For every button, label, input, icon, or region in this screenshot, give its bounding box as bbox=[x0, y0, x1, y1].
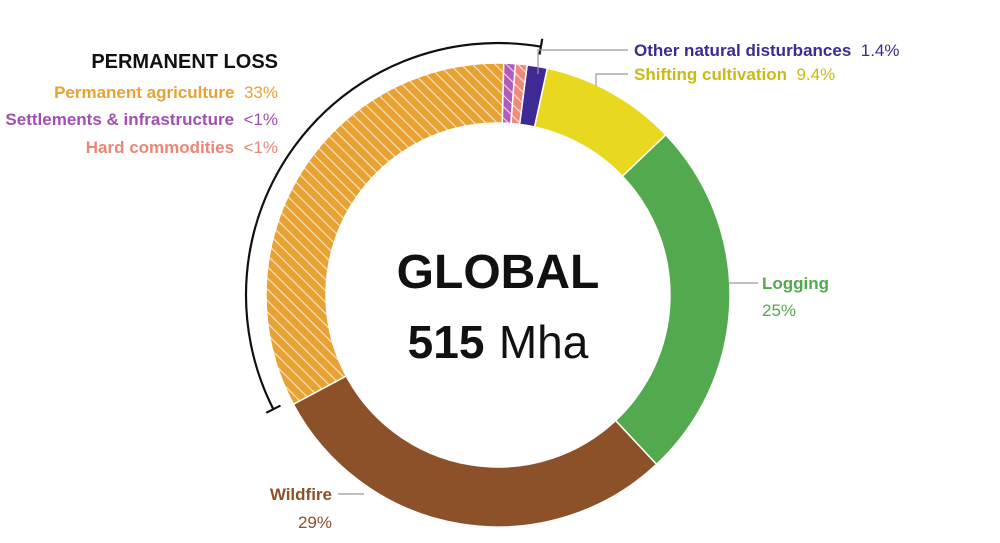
slice-label-other-natural-disturbances: Other natural disturbances bbox=[634, 41, 851, 60]
slice-label-settlements-infrastructure: Settlements & infrastructure bbox=[5, 110, 234, 129]
slice-hatch-hard-commodities bbox=[510, 63, 528, 125]
center-total-value: 515 bbox=[408, 316, 485, 368]
legend-other-natural-disturbances: Other natural disturbances 1.4% bbox=[634, 41, 899, 60]
slice-label-hard-commodities: Hard commodities bbox=[86, 138, 234, 157]
center-title: GLOBAL bbox=[397, 246, 600, 299]
slice-logging bbox=[614, 133, 731, 466]
center-total-unit: Mha bbox=[499, 316, 589, 368]
slice-label-wildfire: Wildfire bbox=[270, 485, 332, 504]
leader-line-other-natural bbox=[537, 49, 628, 74]
permanent-loss-bracket-start-tick bbox=[265, 404, 281, 414]
slice-label-logging: Logging bbox=[762, 274, 829, 293]
slice-value-other-natural-disturbances: 1.4% bbox=[861, 41, 900, 60]
slice-label-shifting-cultivation: Shifting cultivation bbox=[634, 65, 787, 84]
permanent-loss-bracket bbox=[244, 41, 542, 410]
slice-hatch-settlements-and-infrastructure bbox=[502, 63, 516, 124]
slice-value-settlements-infrastructure: <1% bbox=[244, 110, 279, 129]
slice-label-permanent-agriculture: Permanent agriculture bbox=[54, 83, 234, 102]
permanent-loss-heading: PERMANENT LOSS bbox=[91, 51, 278, 73]
slice-hatch-permanent-agriculture bbox=[265, 63, 504, 405]
slice-value-permanent-agriculture: 33% bbox=[244, 83, 278, 102]
legend-hard-commodities: Hard commodities <1% bbox=[86, 138, 278, 157]
slice-value-wildfire: 29% bbox=[298, 513, 332, 532]
leader-line-shifting-cultivation bbox=[595, 73, 628, 86]
legend-permanent-agriculture: Permanent agriculture 33% bbox=[54, 83, 278, 102]
center-total: 515 Mha bbox=[408, 316, 589, 368]
slice-value-hard-commodities: <1% bbox=[244, 138, 279, 157]
slice-value-logging: 25% bbox=[762, 301, 796, 320]
legend-shifting-cultivation: Shifting cultivation 9.4% bbox=[634, 65, 835, 84]
legend-settlements-infrastructure: Settlements & infrastructure <1% bbox=[5, 110, 278, 129]
slice-value-shifting-cultivation: 9.4% bbox=[796, 65, 835, 84]
slice-wildfire bbox=[292, 374, 658, 528]
permanent-loss-bracket-end-tick bbox=[538, 38, 544, 55]
donut-slices bbox=[265, 62, 731, 528]
